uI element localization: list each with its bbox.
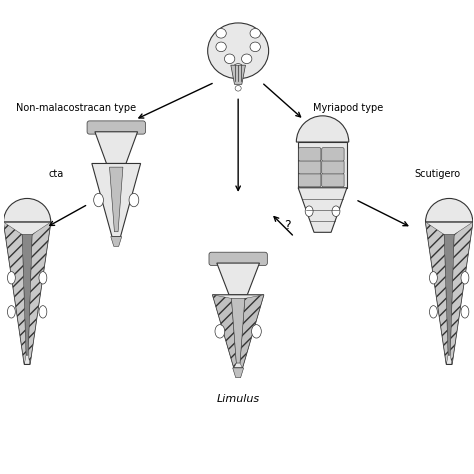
Polygon shape: [92, 164, 141, 237]
Ellipse shape: [235, 85, 241, 91]
Ellipse shape: [224, 54, 235, 64]
Ellipse shape: [250, 28, 260, 38]
Wedge shape: [3, 199, 51, 222]
Ellipse shape: [39, 306, 47, 318]
Polygon shape: [212, 295, 237, 368]
Ellipse shape: [305, 206, 313, 217]
Polygon shape: [28, 222, 51, 365]
Polygon shape: [111, 237, 122, 246]
Ellipse shape: [8, 306, 15, 318]
FancyBboxPatch shape: [299, 173, 321, 187]
FancyBboxPatch shape: [322, 161, 344, 174]
Ellipse shape: [129, 193, 139, 207]
Polygon shape: [240, 295, 264, 368]
FancyBboxPatch shape: [299, 148, 321, 161]
Polygon shape: [231, 65, 246, 84]
Polygon shape: [298, 188, 347, 232]
Ellipse shape: [429, 306, 438, 318]
Polygon shape: [3, 222, 26, 365]
Text: Non-malacostracan type: Non-malacostracan type: [16, 103, 137, 113]
Ellipse shape: [461, 306, 469, 318]
Text: Limulus: Limulus: [217, 394, 260, 404]
Ellipse shape: [332, 206, 340, 217]
Polygon shape: [444, 235, 454, 355]
Ellipse shape: [216, 42, 226, 52]
Polygon shape: [450, 222, 473, 365]
Ellipse shape: [429, 272, 438, 284]
Text: Scutigero: Scutigero: [414, 169, 460, 179]
Polygon shape: [3, 222, 51, 365]
Ellipse shape: [208, 23, 269, 79]
Ellipse shape: [242, 54, 252, 64]
Ellipse shape: [39, 272, 47, 284]
Ellipse shape: [94, 193, 103, 207]
Ellipse shape: [252, 325, 261, 338]
Text: cta: cta: [48, 169, 64, 179]
Text: Myriapod type: Myriapod type: [313, 103, 383, 113]
Polygon shape: [426, 222, 473, 365]
Polygon shape: [298, 142, 347, 188]
Ellipse shape: [233, 64, 243, 73]
Ellipse shape: [8, 272, 15, 284]
FancyBboxPatch shape: [209, 252, 267, 265]
FancyBboxPatch shape: [299, 161, 321, 174]
Ellipse shape: [216, 28, 226, 38]
Polygon shape: [217, 263, 259, 295]
Polygon shape: [95, 132, 137, 164]
FancyBboxPatch shape: [322, 148, 344, 161]
Ellipse shape: [215, 325, 225, 338]
FancyBboxPatch shape: [322, 173, 344, 187]
FancyBboxPatch shape: [87, 121, 146, 134]
Polygon shape: [212, 295, 264, 368]
Wedge shape: [296, 116, 349, 142]
Polygon shape: [233, 368, 244, 378]
Wedge shape: [426, 199, 473, 222]
Ellipse shape: [250, 42, 260, 52]
Polygon shape: [426, 222, 448, 365]
Polygon shape: [109, 167, 123, 232]
Text: ?: ?: [284, 219, 291, 232]
Polygon shape: [22, 235, 32, 355]
Ellipse shape: [461, 272, 469, 284]
Polygon shape: [231, 299, 245, 363]
